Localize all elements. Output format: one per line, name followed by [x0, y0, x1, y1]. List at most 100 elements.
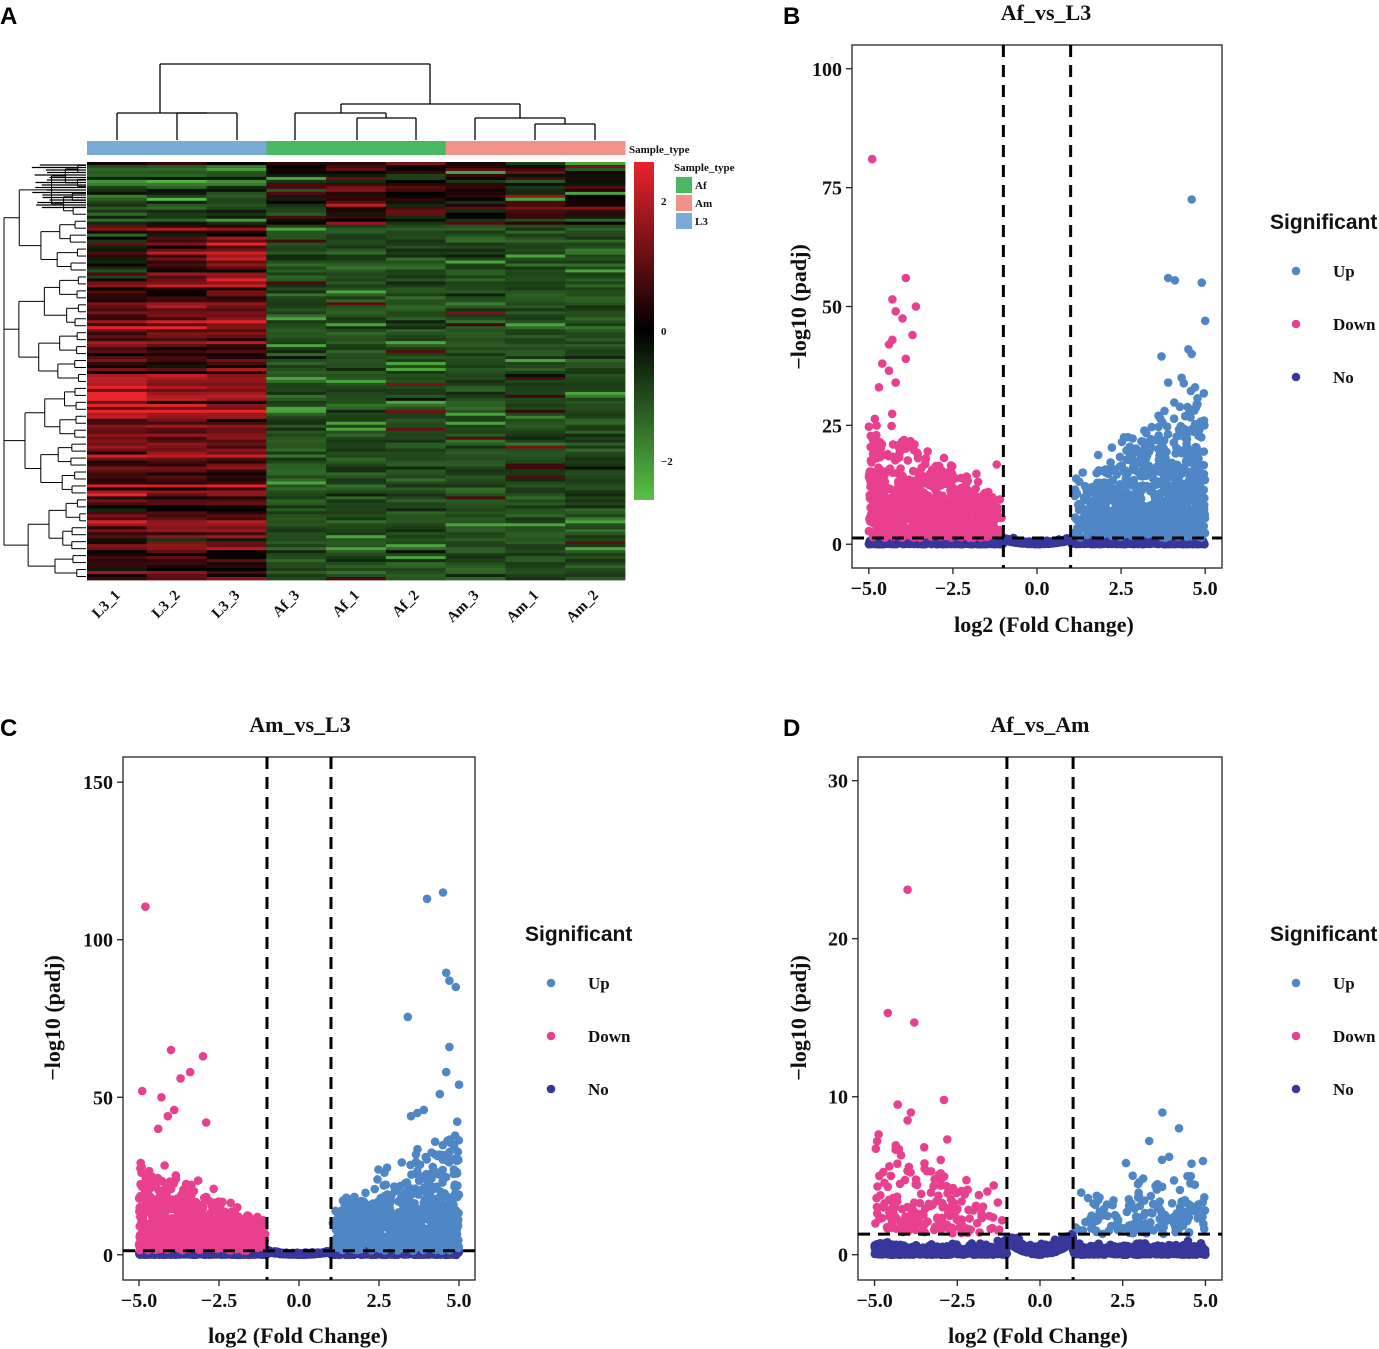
data-point-up [1123, 513, 1133, 522]
annotation-cell-L3 [206, 141, 267, 155]
heatmap-cell [565, 427, 626, 432]
heatmap-cell [87, 359, 148, 363]
heatmap-cell [445, 287, 506, 291]
data-point-down [937, 504, 946, 514]
heatmap-cell [87, 517, 148, 521]
heatmap-cell [385, 371, 447, 375]
heatmap-cell [326, 359, 387, 363]
heatmap-cell [505, 206, 566, 211]
heatmap-cell [505, 308, 566, 312]
heatmap-cell [385, 341, 447, 345]
heatmap-cell [326, 550, 387, 554]
heatmap-cell [505, 185, 566, 190]
data-point-up [1192, 399, 1201, 409]
heatmap-cell [146, 532, 207, 536]
heatmap-cell [87, 448, 148, 453]
heatmap-cell [505, 541, 566, 545]
heatmap-cell [146, 356, 207, 360]
heatmap-cell [146, 442, 207, 447]
heatmap-cell [445, 448, 506, 453]
data-point-down [864, 526, 874, 536]
heatmap-cell [206, 311, 267, 315]
data-point-down [980, 528, 990, 538]
heatmap-cell [206, 368, 267, 372]
heatmap-cell [565, 230, 626, 235]
heatmap-cell [146, 409, 207, 414]
heatmap-cell [266, 359, 327, 363]
data-point-up [1184, 528, 1194, 537]
heatmap-cell [206, 215, 267, 220]
heatmap-cell [206, 547, 267, 551]
heatmap-cell [87, 502, 148, 506]
data-point-down [928, 515, 938, 525]
heatmap-cell [445, 344, 506, 348]
data-point-up [1117, 437, 1127, 447]
legend-swatch-L3 [676, 213, 692, 229]
heatmap-cell [326, 311, 387, 315]
heatmap-cell [445, 248, 506, 252]
heatmap-cell [146, 218, 207, 223]
heatmap-cell [206, 502, 267, 506]
heatmap-cell [206, 568, 267, 572]
heatmap-cell [565, 571, 626, 575]
data-point-down [866, 478, 876, 488]
heatmap-cell [505, 454, 566, 458]
heatmap-cell [565, 478, 626, 482]
heatmap-cell [326, 323, 387, 327]
heatmap-cell [326, 382, 387, 387]
heatmap-cell [385, 200, 447, 205]
data-point-up [1107, 443, 1117, 452]
data-point-up [1073, 526, 1082, 535]
heatmap-cell [87, 239, 148, 244]
heatmap-cell [326, 526, 387, 530]
x-tick-label: 5.0 [1193, 578, 1218, 600]
heatmap-cell [505, 209, 566, 214]
heatmap-cell [385, 218, 447, 223]
heatmap-cell [565, 508, 626, 512]
heatmap-cell [445, 323, 506, 327]
heatmap-cell [206, 242, 267, 246]
data-point-no [1131, 537, 1141, 547]
heatmap-cell [445, 559, 506, 563]
heatmap-cell [206, 490, 267, 494]
heatmap-cell [326, 296, 387, 300]
heatmap-cell [206, 400, 267, 405]
data-point-up [1093, 450, 1103, 460]
heatmap-cell [385, 523, 447, 527]
heatmap-cell [87, 326, 148, 330]
heatmap-cell [146, 296, 207, 300]
heatmap-cell [266, 329, 327, 333]
heatmap-cell [505, 451, 566, 455]
heatmap-cell [266, 179, 327, 184]
data-point-down [865, 517, 875, 526]
data-point-down [946, 503, 956, 513]
heatmap-cell [146, 311, 207, 315]
heatmap-cell [146, 245, 207, 249]
heatmap-cell [326, 424, 387, 429]
heatmap-cell [445, 439, 506, 444]
heatmap-cell [326, 421, 387, 426]
heatmap-cell [206, 248, 267, 252]
heatmap-cell [206, 484, 267, 488]
heatmap-cell [385, 427, 447, 432]
heatmap-cell [266, 382, 327, 387]
heatmap-cell [565, 356, 626, 360]
heatmap-cell [266, 185, 327, 190]
heatmap-cell [206, 571, 267, 575]
heatmap-cell [266, 170, 327, 175]
heatmap-cell [385, 224, 447, 229]
heatmap-cell [505, 203, 566, 208]
heatmap-cell [505, 448, 566, 453]
heatmap-cell [445, 385, 506, 390]
heatmap-cell [565, 439, 626, 444]
heatmap-cell [266, 356, 327, 360]
heatmap-cell [87, 394, 148, 399]
heatmap-cell [445, 317, 506, 321]
data-point-up [1114, 507, 1123, 517]
heatmap-cell [385, 299, 447, 303]
heatmap-cell [87, 403, 148, 408]
heatmap-cell [326, 242, 387, 246]
heatmap-cell [505, 394, 566, 399]
data-point-up [1141, 449, 1150, 458]
heatmap-cell [565, 568, 626, 572]
